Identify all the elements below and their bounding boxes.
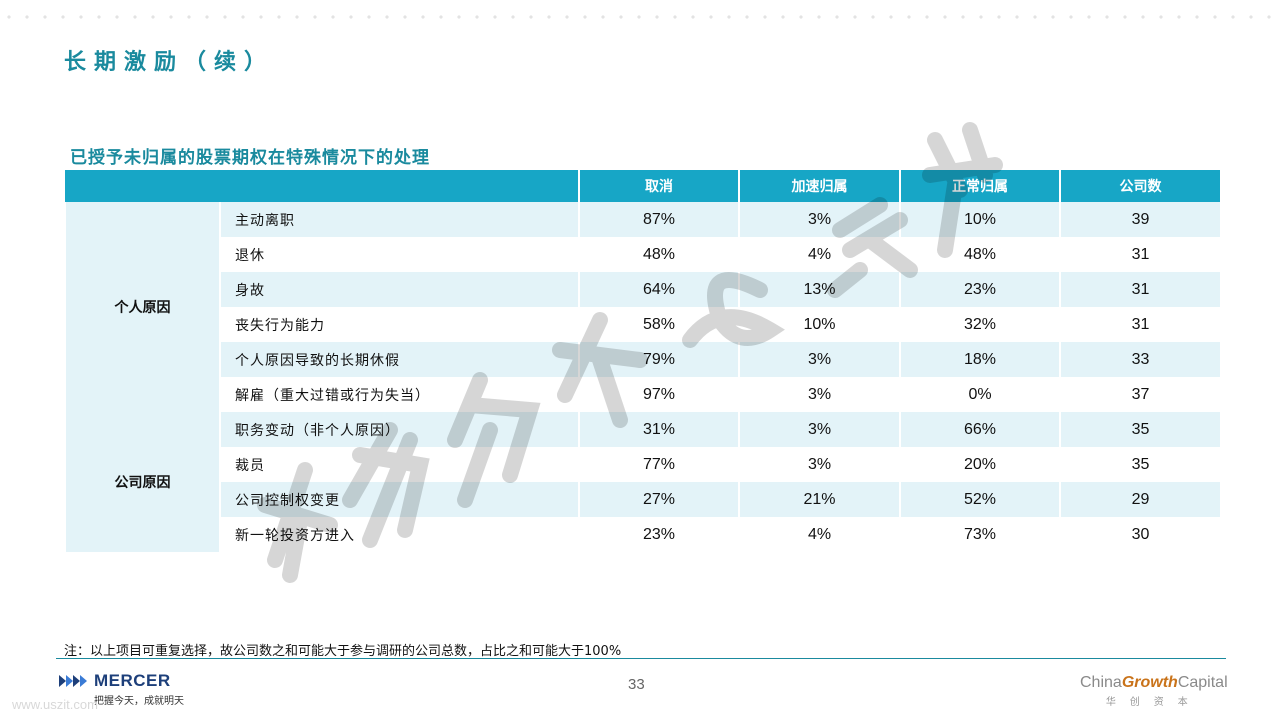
row-item-label: 公司控制权变更 bbox=[219, 482, 579, 517]
cancel-pct: 87% bbox=[578, 202, 739, 237]
row-item-label: 新一轮投资方进入 bbox=[219, 517, 579, 552]
normal-pct: 52% bbox=[899, 482, 1060, 517]
accelerated-pct: 3% bbox=[738, 412, 900, 447]
cancel-pct: 79% bbox=[578, 342, 739, 377]
table-row: 个人原因导致的长期休假 79% 3% 18% 33 bbox=[65, 342, 1220, 377]
stock-option-table: 取消 加速归属 正常归属 公司数 个人原因 主动离职 87% 3% 10% 39 退休 48%… bbox=[64, 170, 1220, 552]
table-subtitle: 已授予未归属的股票期权在特殊情况下的处理 bbox=[70, 148, 430, 168]
header-companies: 公司数 bbox=[1059, 170, 1220, 202]
site-watermark: www.uszit.com bbox=[12, 697, 98, 712]
table-body: 个人原因 主动离职 87% 3% 10% 39 退休 48% 4% 48% 31 身故 64% 13% 23… bbox=[64, 202, 1220, 552]
cgc-accent: Growth bbox=[1121, 674, 1178, 691]
page-title: 长期激励（续） bbox=[64, 50, 275, 75]
normal-pct: 48% bbox=[899, 237, 1060, 272]
table-row: 公司控制权变更 27% 21% 52% 29 bbox=[65, 482, 1220, 517]
cgc-chinese: 华创资本 bbox=[1105, 697, 1202, 708]
accelerated-pct: 3% bbox=[738, 202, 900, 237]
row-item-label: 解雇（重大过错或行为失当） bbox=[219, 377, 579, 412]
table-row: 个人原因 主动离职 87% 3% 10% 39 bbox=[64, 202, 1220, 412]
company-count: 30 bbox=[1059, 517, 1220, 552]
mercer-slogan: 把握今天，成就明天 bbox=[94, 696, 184, 707]
cancel-pct: 64% bbox=[578, 272, 739, 307]
china-growth-capital-logo: ChinaGrowthCapital 华创资本 bbox=[1080, 674, 1228, 708]
cancel-pct: 48% bbox=[578, 237, 739, 272]
row-item-label: 裁员 bbox=[219, 447, 579, 482]
row-item-label: 身故 bbox=[219, 272, 579, 307]
company-count: 29 bbox=[1059, 482, 1220, 517]
mercer-emblem-icon bbox=[59, 675, 87, 687]
accelerated-pct: 3% bbox=[738, 342, 900, 377]
cgc-suffix: Capital bbox=[1177, 674, 1228, 691]
top-dotted-border bbox=[0, 14, 1280, 20]
normal-pct: 23% bbox=[899, 272, 1060, 307]
mercer-name: MERCER bbox=[94, 671, 171, 690]
accelerated-pct: 21% bbox=[738, 482, 900, 517]
cgc-prefix: China bbox=[1080, 674, 1122, 691]
company-count: 31 bbox=[1059, 237, 1220, 272]
company-count: 31 bbox=[1059, 272, 1220, 307]
table-row: 裁员 77% 3% 20% 35 bbox=[65, 447, 1220, 482]
cancel-pct: 27% bbox=[578, 482, 739, 517]
footer-divider bbox=[56, 658, 1226, 659]
row-item-label: 主动离职 bbox=[219, 202, 579, 237]
table-row: 公司原因 职务变动（非个人原因） 31% 3% 66% 35 bbox=[64, 412, 1220, 552]
company-count: 31 bbox=[1059, 307, 1220, 342]
accelerated-pct: 10% bbox=[738, 307, 900, 342]
normal-pct: 0% bbox=[899, 377, 1060, 412]
accelerated-pct: 3% bbox=[738, 377, 900, 412]
normal-pct: 66% bbox=[899, 412, 1060, 447]
table-header-row: 取消 加速归属 正常归属 公司数 bbox=[65, 170, 1220, 202]
table-row: 解雇（重大过错或行为失当） 97% 3% 0% 37 bbox=[65, 377, 1220, 412]
company-count: 33 bbox=[1059, 342, 1220, 377]
page-number: 33 bbox=[628, 676, 645, 693]
normal-pct: 18% bbox=[899, 342, 1060, 377]
group-label: 个人原因 bbox=[64, 202, 220, 412]
company-count: 35 bbox=[1059, 447, 1220, 482]
normal-pct: 20% bbox=[899, 447, 1060, 482]
group-label: 公司原因 bbox=[64, 412, 220, 552]
normal-pct: 32% bbox=[899, 307, 1060, 342]
cancel-pct: 97% bbox=[578, 377, 739, 412]
company-count: 35 bbox=[1059, 412, 1220, 447]
header-accelerated: 加速归属 bbox=[738, 170, 900, 202]
header-cancel: 取消 bbox=[578, 170, 739, 202]
cancel-pct: 58% bbox=[578, 307, 739, 342]
company-count: 37 bbox=[1059, 377, 1220, 412]
header-blank bbox=[65, 170, 579, 202]
row-item-label: 个人原因导致的长期休假 bbox=[219, 342, 579, 377]
row-item-label: 退休 bbox=[219, 237, 579, 272]
normal-pct: 10% bbox=[899, 202, 1060, 237]
footnote: 注：以上项目可重复选择，故公司数之和可能大于参与调研的公司总数，占比之和可能大于… bbox=[64, 644, 622, 659]
normal-pct: 73% bbox=[899, 517, 1060, 552]
table-row: 丧失行为能力 58% 10% 32% 31 bbox=[65, 307, 1220, 342]
row-item-label: 职务变动（非个人原因） bbox=[219, 412, 579, 447]
cancel-pct: 77% bbox=[578, 447, 739, 482]
accelerated-pct: 4% bbox=[738, 517, 900, 552]
accelerated-pct: 4% bbox=[738, 237, 900, 272]
accelerated-pct: 13% bbox=[738, 272, 900, 307]
table-row: 新一轮投资方进入 23% 4% 73% 30 bbox=[65, 517, 1220, 552]
accelerated-pct: 3% bbox=[738, 447, 900, 482]
table-row: 身故 64% 13% 23% 31 bbox=[65, 272, 1220, 307]
table-row: 退休 48% 4% 48% 31 bbox=[65, 237, 1220, 272]
row-item-label: 丧失行为能力 bbox=[219, 307, 579, 342]
mercer-logo: MERCER 把握今天，成就明天 bbox=[58, 671, 184, 707]
header-normal: 正常归属 bbox=[899, 170, 1060, 202]
company-count: 39 bbox=[1059, 202, 1220, 237]
cancel-pct: 23% bbox=[578, 517, 739, 552]
cancel-pct: 31% bbox=[578, 412, 739, 447]
